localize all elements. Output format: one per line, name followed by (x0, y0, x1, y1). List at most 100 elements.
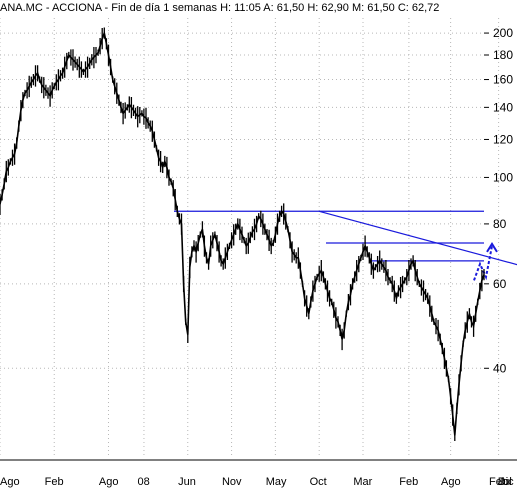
price-point (310, 301, 312, 303)
price-point (41, 84, 43, 86)
y-tick-label: 40 (493, 361, 507, 375)
price-point (397, 290, 400, 292)
price-point (427, 297, 429, 299)
price-point (9, 160, 11, 162)
price-point (5, 170, 7, 172)
price-point (295, 257, 297, 259)
price-point (272, 242, 274, 244)
price-point (352, 283, 354, 285)
price-point (126, 106, 128, 108)
y-tick-label: 80 (493, 217, 507, 231)
price-point (203, 245, 205, 247)
price-point (201, 228, 203, 230)
price-point (147, 122, 149, 124)
x-tick-label: Oct (310, 476, 327, 488)
price-point (291, 251, 293, 253)
price-point (72, 59, 74, 61)
price-point (358, 263, 360, 265)
price-point (28, 85, 30, 87)
price-point (274, 234, 276, 236)
price-point (385, 269, 387, 271)
price-point (400, 286, 402, 288)
price-point (262, 223, 264, 225)
price-point (322, 276, 324, 278)
price-point (333, 309, 335, 311)
y-axis-ticks: 40 60 80 100 120 140 160 180 200 (484, 26, 513, 375)
price-point (445, 367, 447, 369)
price-point (160, 160, 162, 162)
price-point (414, 269, 416, 271)
price-point (43, 86, 45, 89)
price-point (118, 99, 120, 101)
price-point (260, 218, 262, 220)
price-point (105, 43, 107, 45)
price-point (191, 251, 193, 253)
price-point (82, 71, 84, 73)
price-point (276, 223, 279, 225)
price-point (107, 54, 110, 56)
price-point (247, 242, 249, 244)
price-point (49, 95, 51, 97)
price-point (14, 153, 16, 155)
price-point (477, 301, 479, 303)
price-point (389, 279, 391, 281)
price-point (379, 260, 381, 262)
price-point (30, 81, 32, 83)
price-point (89, 62, 91, 64)
price-point (308, 313, 310, 315)
price-point (462, 343, 464, 345)
price-point (68, 54, 70, 56)
x-tick-label: Ago (99, 476, 119, 488)
x-tick-label: Jul (498, 476, 512, 488)
price-point (281, 210, 283, 212)
price-point (128, 103, 130, 105)
price-point (464, 329, 466, 331)
x-tick-label: Feb (45, 476, 64, 488)
price-point (393, 290, 395, 292)
price-point (74, 61, 76, 63)
price-point (360, 257, 362, 259)
price-point (456, 407, 458, 409)
price-point (483, 274, 485, 276)
price-point (164, 160, 166, 162)
y-tick-label: 120 (493, 132, 513, 146)
price-point (16, 142, 18, 144)
price-point (185, 321, 187, 323)
price-point (116, 92, 118, 94)
price-point (320, 269, 322, 271)
price-point (39, 78, 41, 81)
price-point (304, 297, 306, 299)
y-tick-label: 60 (493, 277, 507, 291)
price-point (443, 357, 445, 359)
price-point (120, 106, 122, 108)
price-point (137, 115, 139, 118)
x-tick-label: Nov (222, 476, 242, 488)
price-point (301, 283, 304, 285)
price-point (172, 187, 174, 189)
price-point (199, 234, 201, 236)
price-point (130, 106, 132, 108)
price-point (287, 228, 289, 230)
price-point (124, 109, 126, 111)
price-point (162, 166, 164, 168)
price-point (143, 115, 145, 118)
price-point (180, 223, 183, 225)
price-point (153, 138, 155, 141)
price-point (479, 290, 481, 292)
price-point (18, 125, 20, 127)
price-point (32, 78, 35, 81)
price-point (335, 317, 337, 319)
price-point (210, 245, 212, 247)
price-point (266, 234, 268, 236)
annotation-layer (174, 210, 517, 281)
price-point (20, 109, 22, 111)
price-point (245, 245, 247, 247)
price-point (374, 266, 377, 268)
price-point (176, 210, 178, 212)
price-series-layer (0, 27, 485, 441)
x-tick-label: Feb (399, 476, 418, 488)
price-point (11, 157, 14, 159)
price-point (377, 263, 379, 265)
price-point (316, 276, 318, 278)
